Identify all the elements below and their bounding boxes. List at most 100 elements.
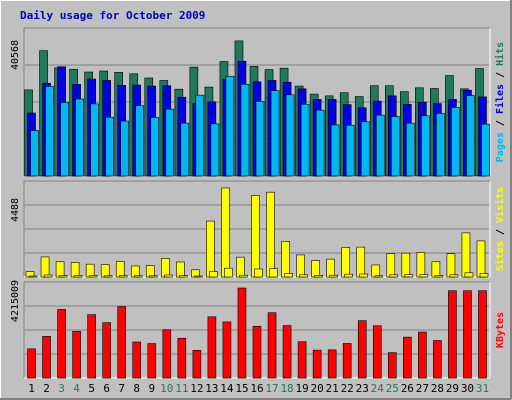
x-tick-label-day-29: 29 xyxy=(446,382,459,395)
bar-pages-day-16 xyxy=(255,101,265,177)
bar-visits-day-3 xyxy=(58,275,68,278)
bar-pages-day-12 xyxy=(195,94,205,177)
bar-visits-day-13 xyxy=(209,271,218,278)
bar-pages-day-22 xyxy=(345,124,355,177)
bar-kbytes-day-12 xyxy=(192,349,202,379)
bar-sites-day-28 xyxy=(431,261,441,278)
series-label-visits: Visits xyxy=(494,187,506,223)
bar-sites-day-20 xyxy=(311,260,320,278)
bar-visits-day-7 xyxy=(118,275,128,278)
bar-pages-day-26 xyxy=(406,122,415,177)
bar-visits-day-26 xyxy=(404,274,414,278)
bar-sites-day-24 xyxy=(371,264,381,278)
x-tick-label-day-9: 9 xyxy=(148,382,155,395)
y-max-label: 4215009 xyxy=(10,280,21,322)
bar-kbytes-day-23 xyxy=(357,320,367,379)
bar-sites-day-7 xyxy=(115,261,125,278)
bar-sites-day-18 xyxy=(281,241,290,278)
bar-sites-day-10 xyxy=(161,258,170,278)
bar-visits-day-28 xyxy=(434,275,444,278)
bar-sites-day-4 xyxy=(70,262,80,278)
bar-pages-day-2 xyxy=(45,86,54,177)
bar-sites-day-8 xyxy=(130,265,140,278)
bar-visits-day-14 xyxy=(224,267,233,278)
x-tick-label-day-15: 15 xyxy=(235,382,248,395)
bar-pages-day-4 xyxy=(75,98,84,177)
x-tick-label-day-20: 20 xyxy=(311,382,324,395)
bar-visits-day-20 xyxy=(314,275,323,278)
bar-pages-day-11 xyxy=(180,122,190,177)
bar-kbytes-day-15 xyxy=(237,287,247,379)
bar-pages-day-21 xyxy=(330,124,340,177)
x-tick-label-day-16: 16 xyxy=(250,382,263,395)
x-tick-label-day-26: 26 xyxy=(401,382,414,395)
series-label-pages: Pages xyxy=(495,132,506,162)
x-tick-label-day-11: 11 xyxy=(175,382,188,395)
bar-kbytes-day-4 xyxy=(72,331,81,379)
x-tick-label-day-12: 12 xyxy=(190,382,203,395)
bar-pages-day-7 xyxy=(120,120,130,177)
bar-visits-day-30 xyxy=(464,272,474,278)
bar-pages-day-13 xyxy=(210,123,220,177)
bar-sites-day-21 xyxy=(326,258,335,278)
series-label-separator: / xyxy=(495,114,506,132)
x-tick-label-day-6: 6 xyxy=(103,382,110,395)
bar-pages-day-19 xyxy=(300,103,310,177)
bar-pages-day-10 xyxy=(165,108,175,177)
x-tick-label-day-27: 27 xyxy=(416,382,429,395)
bar-kbytes-day-27 xyxy=(418,331,427,379)
bar-kbytes-day-10 xyxy=(162,329,172,379)
bar-kbytes-day-29 xyxy=(448,290,457,379)
bar-kbytes-day-20 xyxy=(312,349,322,379)
bar-visits-day-22 xyxy=(344,273,353,278)
bar-pages-day-1 xyxy=(30,130,39,177)
bar-kbytes-day-22 xyxy=(342,343,352,379)
bar-kbytes-day-5 xyxy=(87,314,96,379)
x-tick-label-day-2: 2 xyxy=(43,382,50,395)
x-tick-label-day-4: 4 xyxy=(73,382,80,395)
x-tick-label-day-25: 25 xyxy=(386,382,399,395)
bar-sites-day-30 xyxy=(461,232,471,278)
bar-kbytes-day-2 xyxy=(42,336,51,379)
bar-kbytes-day-25 xyxy=(387,352,397,379)
bar-pages-day-3 xyxy=(60,102,69,177)
bar-visits-day-21 xyxy=(329,274,338,278)
bar-visits-day-9 xyxy=(148,275,158,278)
series-label-sites: Sites xyxy=(494,241,506,271)
bar-kbytes-day-9 xyxy=(147,343,157,379)
bar-sites-day-13 xyxy=(206,220,215,278)
x-tick-label-day-30: 30 xyxy=(461,382,474,395)
bar-sites-day-26 xyxy=(401,252,411,278)
bar-visits-day-6 xyxy=(103,275,113,278)
x-tick-label-day-1: 1 xyxy=(28,382,35,395)
series-label-files: Files xyxy=(494,84,506,114)
x-tick-label-day-23: 23 xyxy=(356,382,369,395)
bar-visits-day-12 xyxy=(194,275,203,278)
bar-visits-day-8 xyxy=(133,275,143,278)
bar-visits-day-1 xyxy=(28,275,38,278)
bar-pages-day-17 xyxy=(270,90,280,177)
series-axis-label: KBytes xyxy=(495,312,506,348)
bar-kbytes-day-17 xyxy=(267,312,277,379)
series-label-separator: / xyxy=(495,66,506,84)
bar-pages-day-15 xyxy=(240,83,250,177)
y-max-label: 40568 xyxy=(10,40,21,70)
bar-visits-day-4 xyxy=(73,275,83,278)
bar-pages-day-6 xyxy=(105,116,114,177)
x-tick-label-day-13: 13 xyxy=(205,382,218,395)
bar-visits-day-15 xyxy=(239,274,248,278)
x-tick-label-day-19: 19 xyxy=(295,382,308,395)
chart-title: Daily usage for October 2009 xyxy=(20,9,205,22)
series-axis-label: Pages / Files / Hits xyxy=(494,42,506,162)
bar-pages-day-8 xyxy=(135,105,145,177)
x-tick-label-day-5: 5 xyxy=(88,382,95,395)
bar-sites-day-23 xyxy=(356,246,366,278)
x-tick-label-day-17: 17 xyxy=(265,382,278,395)
bar-kbytes-day-26 xyxy=(403,336,412,379)
bar-visits-day-23 xyxy=(359,273,369,278)
bar-kbytes-day-1 xyxy=(27,348,36,379)
x-tick-label-day-3: 3 xyxy=(58,382,65,395)
bar-sites-day-3 xyxy=(55,261,65,278)
bar-sites-day-31 xyxy=(476,240,486,278)
